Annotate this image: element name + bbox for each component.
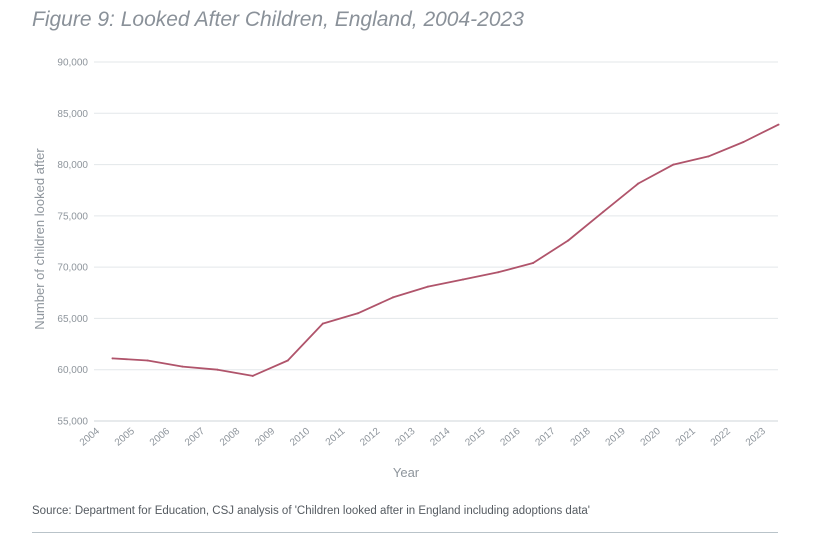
y-axis-ticks: 55,000 60,000 65,000 70,000 75,000 80,000 85,0…	[57, 58, 88, 428]
series-line	[112, 123, 779, 377]
data-point	[532, 262, 535, 264]
data-point	[321, 322, 324, 325]
line-chart: 55,000 60,000 65,000 70,000 75,000 80,000 85,0…	[32, 58, 780, 480]
x-tick-label: 2004	[78, 426, 102, 449]
x-tick-label: 2020	[639, 426, 663, 449]
y-axis-label: Number of children looked after	[32, 148, 47, 330]
data-point	[427, 285, 429, 288]
data-point	[391, 296, 394, 299]
y-tick-label: 60,000	[57, 365, 88, 376]
data-point	[602, 210, 605, 213]
data-point	[286, 359, 289, 362]
data-point	[497, 271, 500, 274]
series-lines	[111, 123, 780, 377]
x-tick-label: 2015	[463, 426, 487, 449]
y-tick-label: 90,000	[57, 58, 88, 69]
x-tick-label: 2006	[148, 426, 172, 449]
gridlines	[94, 61, 778, 422]
y-tick-label: 55,000	[57, 417, 88, 428]
data-point	[777, 123, 780, 126]
data-point	[181, 365, 184, 368]
x-tick-label: 2019	[604, 426, 628, 449]
x-tick-label: 2017	[533, 426, 557, 449]
x-tick-label: 2005	[113, 426, 137, 449]
x-tick-label: 2013	[393, 426, 417, 449]
data-point	[251, 374, 254, 377]
y-tick-label: 65,000	[57, 314, 88, 325]
source-note: Source: Department for Education, CSJ an…	[32, 505, 590, 517]
data-point	[356, 312, 359, 315]
x-axis-ticks: 2004 2005 2006 2007 2008 2009 2010 2011 2012 2013…	[78, 426, 768, 449]
x-tick-label: 2008	[218, 426, 242, 449]
data-point	[216, 368, 219, 371]
x-tick-label: 2007	[183, 426, 207, 449]
data-point	[707, 155, 710, 158]
x-tick-label: 2012	[358, 426, 382, 449]
chart-title: Figure 9: Looked After Children, England…	[32, 8, 524, 31]
data-point	[567, 239, 570, 242]
x-tick-label: 2009	[253, 426, 277, 449]
data-point	[637, 182, 640, 185]
x-tick-label: 2018	[569, 426, 593, 449]
x-tick-label: 2011	[324, 426, 348, 449]
data-point	[742, 141, 745, 143]
x-tick-label: 2023	[744, 426, 768, 449]
y-tick-label: 85,000	[57, 109, 88, 120]
x-tick-label: 2016	[498, 426, 522, 449]
x-tick-label: 2014	[428, 426, 452, 449]
data-point	[111, 357, 114, 360]
x-tick-label: 2022	[709, 426, 733, 449]
x-axis-label: Year	[393, 465, 420, 480]
data-point	[462, 278, 464, 281]
x-tick-label: 2010	[288, 426, 312, 449]
x-tick-label: 2021	[674, 426, 698, 449]
y-tick-label: 80,000	[57, 160, 88, 171]
y-tick-label: 70,000	[57, 263, 88, 274]
y-tick-label: 75,000	[57, 211, 88, 222]
data-point	[146, 359, 149, 362]
footer-divider	[32, 532, 778, 533]
data-point	[672, 163, 675, 166]
